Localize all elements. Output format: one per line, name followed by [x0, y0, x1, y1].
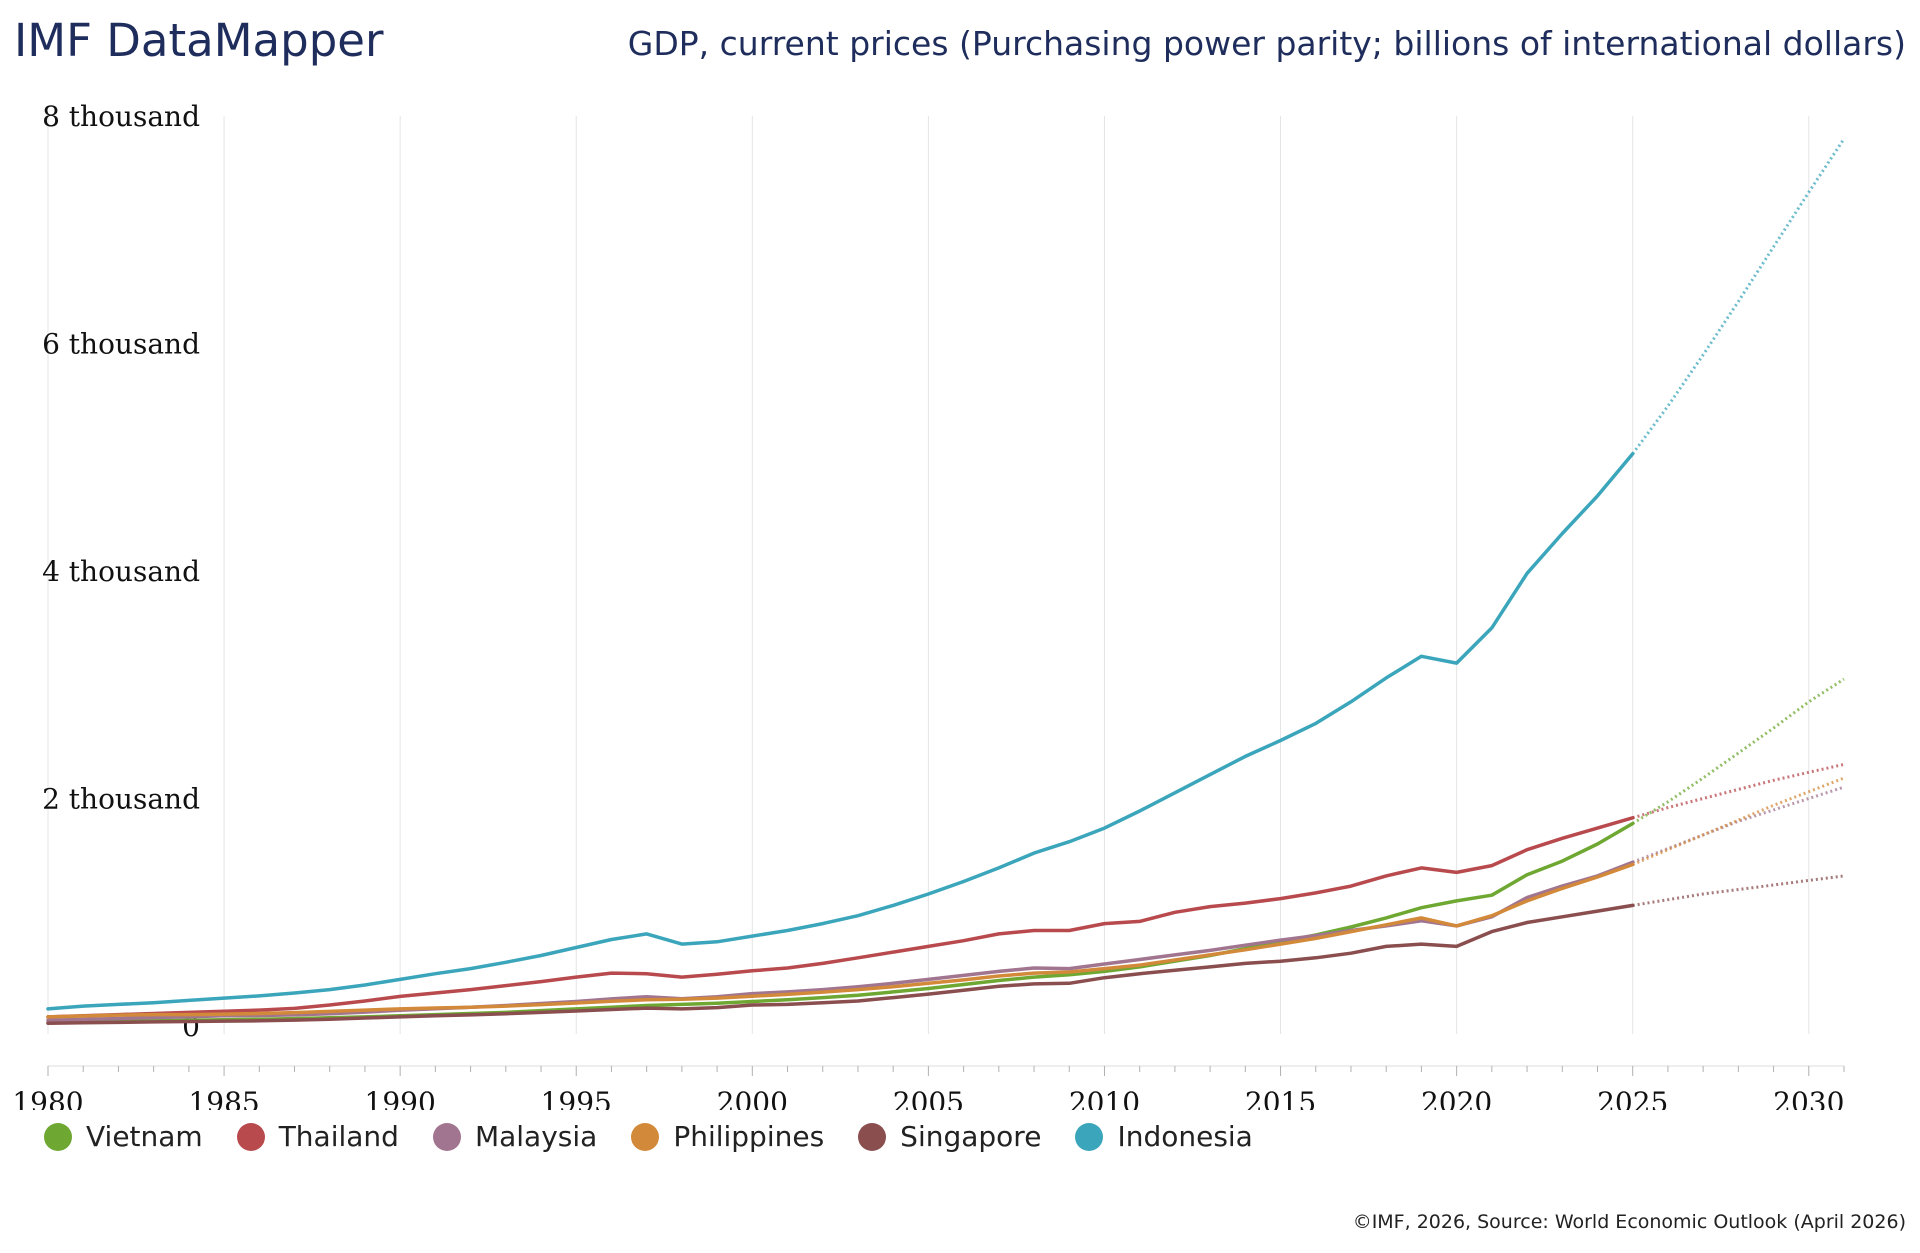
- x-tick-label: 2020: [1421, 1086, 1492, 1110]
- series-line-indonesia: [46, 452, 1635, 1011]
- legend-item-indonesia[interactable]: Indonesia: [1075, 1120, 1253, 1153]
- series-line-singapore: [46, 903, 1635, 1025]
- y-tick-label: 8 thousand: [42, 100, 200, 133]
- legend-label: Malaysia: [474, 1120, 598, 1153]
- legend-label: Singapore: [900, 1120, 1042, 1153]
- legend-swatch: [236, 1122, 265, 1151]
- x-tick-label: 1990: [365, 1086, 436, 1110]
- x-tick-label: 1995: [541, 1086, 612, 1110]
- series-forecast-singapore: [1632, 874, 1845, 907]
- series-line-thailand: [46, 816, 1635, 1019]
- x-tick-label: 1985: [188, 1086, 259, 1110]
- series-forecast-malaysia: [1632, 785, 1845, 864]
- x-tick-label: 2025: [1597, 1086, 1668, 1110]
- legend-item-singapore[interactable]: Singapore: [858, 1120, 1041, 1153]
- x-tick-label: 2000: [717, 1086, 788, 1110]
- series-forecast-thailand: [1632, 762, 1845, 820]
- legend-item-philippines[interactable]: Philippines: [631, 1120, 824, 1153]
- series-line-philippines: [46, 862, 1635, 1019]
- x-tick-label: 2015: [1245, 1086, 1316, 1110]
- legend-label: Philippines: [673, 1120, 825, 1153]
- legend-label: Thailand: [278, 1120, 399, 1153]
- x-tick-label: 1980: [12, 1086, 83, 1110]
- legend: Vietnam Thailand Malaysia Philippines Singap…: [44, 1120, 1287, 1153]
- legend-swatch: [432, 1122, 461, 1151]
- series-forecast-philippines: [1632, 776, 1845, 866]
- y-tick-label: 4 thousand: [42, 555, 200, 588]
- series-forecast-vietnam: [1631, 677, 1845, 825]
- x-tick-label: 2030: [1773, 1086, 1844, 1110]
- legend-swatch: [44, 1122, 72, 1151]
- legend-swatch: [858, 1122, 887, 1151]
- source-note: ©IMF, 2026, Source: World Economic Outlo…: [1352, 1211, 1906, 1233]
- grid-lines: [47, 116, 1810, 1034]
- legend-swatch: [631, 1122, 660, 1151]
- legend-label: Indonesia: [1117, 1120, 1253, 1153]
- x-tick-label: 2005: [893, 1086, 964, 1110]
- series-forecast-indonesia: [1631, 137, 1846, 455]
- y-tick-label: 2 thousand: [42, 783, 200, 816]
- x-axis: 1980 1985 1990 1995 2000 2005 2010 2015 2020 2025…: [12, 1065, 1845, 1110]
- legend-item-malaysia[interactable]: Malaysia: [432, 1120, 598, 1153]
- y-tick-label: 6 thousand: [42, 328, 200, 361]
- legend-item-vietnam[interactable]: Vietnam: [44, 1120, 203, 1153]
- brand-title: IMF DataMapper: [14, 14, 384, 67]
- chart-title: GDP, current prices (Purchasing power pa…: [627, 24, 1906, 63]
- series-lines: [46, 137, 1846, 1025]
- legend-item-thailand[interactable]: Thailand: [236, 1120, 399, 1153]
- x-tick-label: 2010: [1069, 1086, 1140, 1110]
- legend-label: Vietnam: [86, 1120, 203, 1153]
- legend-swatch: [1075, 1122, 1104, 1151]
